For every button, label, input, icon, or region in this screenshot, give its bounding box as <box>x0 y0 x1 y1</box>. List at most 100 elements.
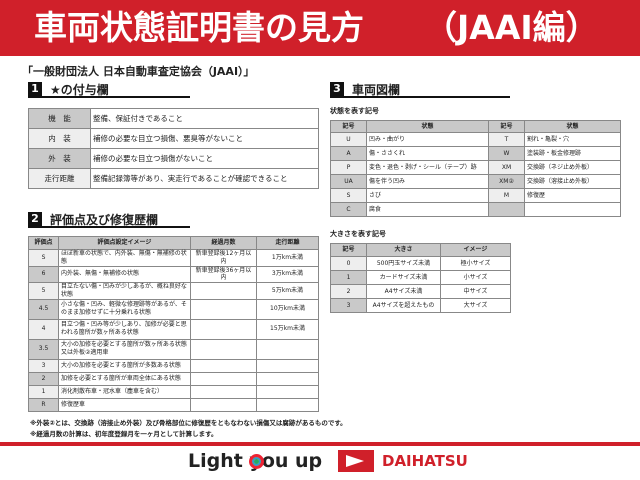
symbol-cell: A <box>330 146 367 161</box>
section-title: ★の付与欄 <box>50 82 109 97</box>
table-cell: カードサイズ未満 <box>366 270 441 285</box>
section-number: 2 <box>28 212 42 226</box>
table-cell: 目立つ傷・凹み等が少しあり、加修が必要と思われる箇所が数ヶ所ある状態 <box>58 318 191 340</box>
table-cell: 消化剤散布車・冠水車（塵車を含む） <box>58 384 191 399</box>
table-cell: 新車登録後36ヶ月以内 <box>190 265 257 284</box>
symbol-cell: 機 能 <box>28 108 91 129</box>
table-row: 3.5 大小の加修を必要とする箇所が数ヶ所ある状態又は外板②適用車 <box>28 338 319 360</box>
table-cell: 内外装、無傷・無補修の状態 <box>58 265 191 284</box>
symbol-cell: 0 <box>330 256 367 271</box>
symbol-cell: 外 装 <box>28 148 91 169</box>
symbol-cell: 内 装 <box>28 128 91 149</box>
page-title: 車両状態証明書の見方 <box>34 8 364 47</box>
slogan-logo: Light you up <box>188 450 322 472</box>
column-header: 評価点設定イメージ <box>58 236 191 250</box>
symbol-cell: C <box>330 202 367 217</box>
column-header: イメージ <box>440 243 511 257</box>
table-cell: 小さな傷・凹み、軽微な修理跡等があるが、そのまま加修せずに十分乗れる状態 <box>58 298 191 320</box>
table-cell: 交換跡（ネジ止め外板） <box>524 160 621 175</box>
table-cell: 大小の加修を必要とする箇所が数ヶ所ある状態又は外板②適用車 <box>58 338 191 360</box>
symbol-cell: XM② <box>488 174 525 189</box>
table-cell <box>256 397 319 412</box>
symbol-cell: 3 <box>28 358 59 373</box>
table-cell: 大小の加修を必要とする箇所が多数ある状態 <box>58 358 191 373</box>
table-cell: 500円玉サイズ未満 <box>366 256 441 271</box>
table-row: 1 消化剤散布車・冠水車（塵車を含む） <box>28 384 319 399</box>
table-row: 1 カードサイズ未満 小サイズ <box>330 270 511 285</box>
grade-table: 評価点 評価点設定イメージ 経過月数 走行距離 S ほぼ新車の状態で、内外装、無傷・無補修… <box>28 236 319 412</box>
section1-heading: 1 ★の付与欄 <box>28 82 190 98</box>
table-row: A 傷・ささくれ W 塗装跡・板金修理跡 <box>330 146 621 161</box>
table-cell: A4サイズを超えたもの <box>366 298 441 313</box>
symbol-cell: 6 <box>28 265 59 284</box>
table-cell <box>190 384 257 399</box>
table-header-row: 記号 状態 記号 状態 <box>330 120 621 133</box>
ring-icon <box>249 454 264 469</box>
table-cell: 変色・退色・剥げ・シール（テープ）跡 <box>366 160 489 175</box>
symbol-cell: 3 <box>330 298 367 313</box>
star-criteria-table: 機 能整備、保証付きであること内 装補修の必要な目立つ損傷、悪臭等がないこと外 … <box>28 108 319 189</box>
table-cell: 中サイズ <box>440 284 511 299</box>
table-row: 0 500円玉サイズ未満 極小サイズ <box>330 256 511 271</box>
table-cell <box>256 384 319 399</box>
table-row: 2 A4サイズ未満 中サイズ <box>330 284 511 299</box>
table-row: S さび M 修復歴 <box>330 188 621 203</box>
column-header: 経過月数 <box>190 236 257 250</box>
table-cell: 整備、保証付きであること <box>90 108 319 129</box>
column-header: 大きさ <box>366 243 441 257</box>
symbol-cell <box>488 202 525 217</box>
table-row: 4.5 小さな傷・凹み、軽微な修理跡等があるが、そのまま加修せずに十分乗れる状態 1… <box>28 298 319 320</box>
symbol-cell: 1 <box>28 384 59 399</box>
table-cell <box>190 338 257 360</box>
table-cell: 1万km未満 <box>256 249 319 267</box>
table-cell: 5万km未満 <box>256 282 319 300</box>
table-row: 内 装補修の必要な目立つ損傷、悪臭等がないこと <box>28 128 319 149</box>
brand-name: DAIHATSU <box>382 452 468 470</box>
symbol-cell: W <box>488 146 525 161</box>
section2-heading: 2 評価点及び修復歴欄 <box>28 212 190 228</box>
table-cell <box>190 318 257 340</box>
symbol-cell: S <box>330 188 367 203</box>
symbol-cell: 2 <box>28 371 59 386</box>
column-header: 記号 <box>488 120 525 133</box>
table-cell: 補修の必要な目立つ損傷、悪臭等がないこと <box>90 128 319 149</box>
table-cell: 整備記録簿等があり、実走行であることが確認できること <box>90 168 319 189</box>
note: ※経過月数の計算は、初年度登録月を一ヶ月として計算します。 <box>30 429 218 438</box>
table-header-row: 評価点 評価点設定イメージ 経過月数 走行距離 <box>28 236 319 250</box>
notes: ※外装②とは、交換跡（溶接止め外装）及び骨格部位に修復歴をともなわない損傷又は腐… <box>30 418 347 440</box>
divider <box>0 442 640 446</box>
table-row: R 修復歴車 <box>28 397 319 412</box>
table-row: UA 傷を伴う凹み XM② 交換跡（溶接止め外板） <box>330 174 621 189</box>
table-header-row: 記号 大きさ イメージ <box>330 243 511 257</box>
symbol-cell: 3.5 <box>28 338 59 360</box>
state-caption: 状態を表す記号 <box>330 107 379 115</box>
table-cell: ほぼ新車の状態で、内外装、無傷・無補修の状態 <box>58 249 191 267</box>
table-cell: 目立たない傷・凹みが少しあるが、概ね良好な状態 <box>58 282 191 300</box>
symbol-cell: UA <box>330 174 367 189</box>
symbol-cell: 2 <box>330 284 367 299</box>
table-cell: 傷・ささくれ <box>366 146 489 161</box>
symbol-cell: XM <box>488 160 525 175</box>
daihatsu-logo-icon <box>338 450 374 472</box>
symbol-cell: 4 <box>28 318 59 340</box>
table-cell: 小サイズ <box>440 270 511 285</box>
symbol-cell: 1 <box>330 270 367 285</box>
table-cell <box>190 358 257 373</box>
organization-subtitle: 「一般財団法人 日本自動車査定協会（JAAI）」 <box>22 65 255 78</box>
table-cell <box>190 282 257 300</box>
page-title-suffix: （JAAI編） <box>424 8 599 47</box>
symbol-cell: 走行距離 <box>28 168 91 189</box>
table-row: S ほぼ新車の状態で、内外装、無傷・無補修の状態 新車登録後12ヶ月以内 1万km未満 <box>28 249 319 267</box>
column-header: 状態 <box>366 120 489 133</box>
table-cell <box>190 397 257 412</box>
table-row: P 変色・退色・剥げ・シール（テープ）跡 XM 交換跡（ネジ止め外板） <box>330 160 621 175</box>
section-number: 3 <box>330 82 344 96</box>
state-symbol-table: 記号 状態 記号 状態 U 凹み・曲がり T 割れ・亀裂・穴 A 傷・ささくれ W 塗装跡・板金修理跡… <box>330 120 621 217</box>
column-header: 状態 <box>524 120 621 133</box>
column-header: 記号 <box>330 120 367 133</box>
section-number: 1 <box>28 82 42 96</box>
table-cell: 修復歴車 <box>58 397 191 412</box>
table-row: 3 A4サイズを超えたもの 大サイズ <box>330 298 511 313</box>
table-row: 6 内外装、無傷・無補修の状態 新車登録後36ヶ月以内 3万km未満 <box>28 265 319 284</box>
symbol-cell: P <box>330 160 367 175</box>
